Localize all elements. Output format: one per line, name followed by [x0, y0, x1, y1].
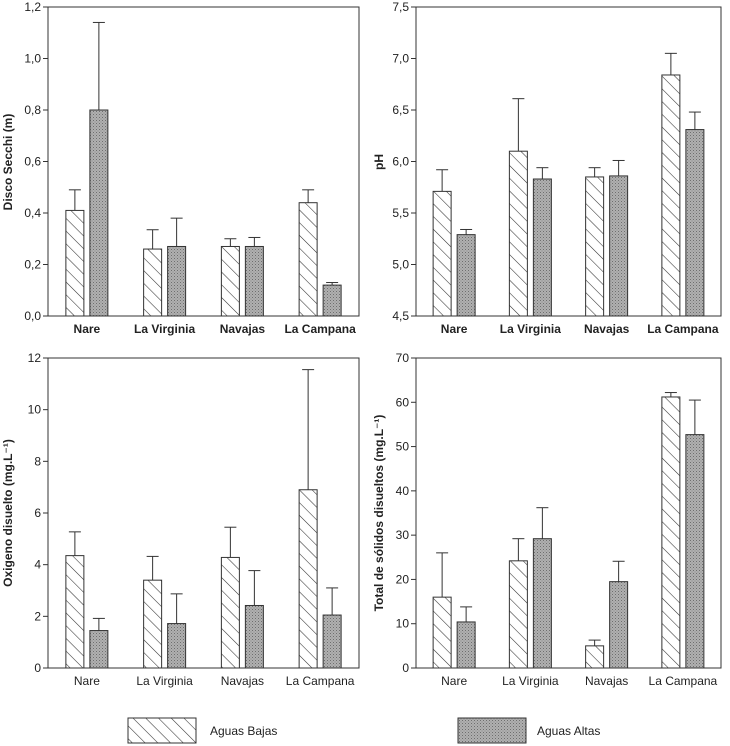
bar-aguas-bajas-nare: [65, 555, 85, 669]
category-label-navajas: Navajas: [220, 322, 266, 336]
y-tick-label: 30: [396, 528, 410, 542]
bar-aguas-bajas-nare: [65, 209, 85, 317]
y-tick-label: 7,5: [392, 0, 409, 14]
y-tick-label: 20: [396, 572, 410, 586]
category-label-la-virginia: La Virginia: [134, 322, 195, 336]
bar-aguas-altas-nare: [456, 234, 476, 317]
y-tick-label: 6,0: [392, 155, 409, 169]
y-tick-label: 50: [396, 440, 410, 454]
y-tick-label: 70: [396, 351, 410, 365]
bar-aguas-bajas-la-virginia: [508, 560, 528, 669]
y-tick-label: 1,0: [24, 52, 41, 66]
bar-aguas-bajas-nare: [432, 190, 452, 317]
bar-aguas-altas-la-virginia: [532, 538, 552, 669]
bar-aguas-bajas-navajas: [220, 556, 240, 669]
bar-aguas-altas-navajas: [609, 581, 629, 669]
y-tick-label: 5,0: [392, 258, 409, 272]
category-label-nare: Nare: [441, 322, 468, 336]
bar-aguas-altas-la-campana: [322, 284, 342, 317]
bar-aguas-bajas-nare: [432, 596, 452, 669]
bar-aguas-altas-nare: [89, 630, 109, 669]
category-label-la-virginia: La Virginia: [500, 322, 561, 336]
bar-aguas-altas-la-virginia: [532, 178, 552, 317]
legend: Aguas Bajas Aguas Altas: [127, 717, 600, 744]
category-label-la-virginia: La Virginia: [502, 674, 559, 688]
category-label-navajas: Navajas: [584, 322, 630, 336]
y-axis-title: Total de sólidos disueltos (mg.L⁻¹): [372, 415, 386, 612]
panel-ph: 4,5 5,0 5,5 6,0 6,5 7,0 7,5 pH Nare La Virginia Na…: [372, 0, 722, 336]
y-tick-label: 40: [396, 484, 410, 498]
y-tick-label: 12: [28, 351, 42, 365]
category-label-navajas: Navajas: [221, 674, 264, 688]
y-tick-label: 1,2: [24, 0, 41, 14]
legend-swatch-aguas-bajas: [127, 717, 197, 744]
y-axis-title: Oxigeno disuelto (mg.L⁻¹): [1, 439, 15, 587]
y-tick-label: 4: [34, 558, 41, 572]
bar-aguas-bajas-la-campana: [661, 396, 681, 669]
y-tick-label: 4,5: [392, 309, 409, 323]
y-tick-label: 8: [34, 454, 41, 468]
y-tick-label: 60: [396, 395, 410, 409]
plot-frame: [415, 357, 722, 669]
category-label-navajas: Navajas: [585, 674, 628, 688]
bar-aguas-altas-navajas: [609, 175, 629, 317]
y-tick-label: 0,6: [24, 155, 41, 169]
bar-aguas-altas-navajas: [244, 245, 264, 317]
legend-label-aguas-bajas: Aguas Bajas: [210, 724, 277, 738]
y-tick-label: 0: [402, 661, 409, 675]
category-label-la-campana: La Campana: [647, 322, 719, 336]
y-tick-label: 7,0: [392, 52, 409, 66]
bar-aguas-altas-nare: [456, 621, 476, 669]
y-axis-title: Disco Secchi (m): [1, 114, 15, 211]
y-axis-title: pH: [372, 154, 386, 170]
bar-aguas-altas-la-campana: [685, 129, 705, 317]
category-label-la-campana: La Campana: [284, 322, 356, 336]
panel-oxigeno-disuelto: 0 2 4 6 8 10 12 Oxigeno disuelto (mg.L⁻¹) Nare La…: [1, 351, 360, 688]
y-tick-label: 5,5: [392, 206, 409, 220]
y-tick-label: 0,4: [24, 206, 41, 220]
bar-aguas-altas-navajas: [244, 604, 264, 669]
legend-label-aguas-altas: Aguas Altas: [537, 724, 600, 738]
y-tick-label: 0,2: [24, 258, 41, 272]
bar-aguas-bajas-navajas: [585, 645, 605, 669]
bar-aguas-bajas-la-virginia: [508, 150, 528, 317]
bar-aguas-altas-la-campana: [322, 614, 342, 669]
y-tick-label: 0,0: [24, 309, 41, 323]
category-label-nare: Nare: [74, 674, 100, 688]
bar-aguas-bajas-la-campana: [661, 74, 681, 317]
y-tick-label: 10: [28, 403, 42, 417]
y-tick-label: 6,5: [392, 103, 409, 117]
bar-aguas-altas-la-campana: [685, 434, 705, 669]
y-tick-label: 10: [396, 617, 410, 631]
category-label-la-virginia: La Virginia: [136, 674, 193, 688]
panel-disco-secchi: 0,0 0,2 0,4 0,6 0,8 1,0 1,2 Disco Secchi (m) Nar…: [1, 0, 360, 336]
bar-aguas-bajas-la-virginia: [143, 248, 163, 317]
y-tick-label: 6: [34, 506, 41, 520]
bar-aguas-altas-la-virginia: [167, 623, 187, 669]
category-label-nare: Nare: [74, 322, 101, 336]
bar-aguas-altas-la-virginia: [167, 245, 187, 317]
legend-swatch-aguas-altas: [457, 717, 527, 744]
y-tick-label: 0: [34, 661, 41, 675]
y-tick-label: 2: [34, 609, 41, 623]
y-tick-label: 0,8: [24, 103, 41, 117]
category-label-la-campana: La Campana: [649, 674, 718, 688]
panel-total-solidos: 0 10 20 30 40 50 60 70 Total de sólidos disuelto…: [372, 351, 722, 688]
bar-aguas-altas-nare: [89, 109, 109, 317]
bar-aguas-bajas-la-campana: [298, 202, 318, 317]
bar-aguas-bajas-la-virginia: [143, 579, 163, 669]
bar-aguas-bajas-navajas: [585, 176, 605, 317]
bar-aguas-bajas-la-campana: [298, 489, 318, 669]
category-label-la-campana: La Campana: [286, 674, 355, 688]
category-label-nare: Nare: [441, 674, 467, 688]
bar-aguas-bajas-navajas: [220, 245, 240, 317]
